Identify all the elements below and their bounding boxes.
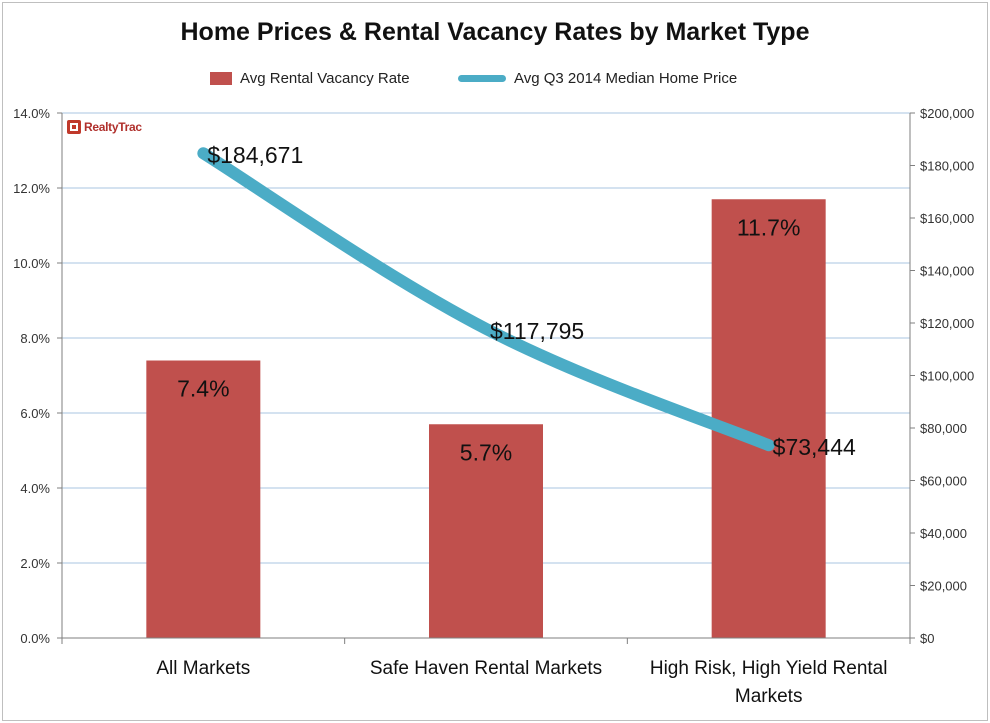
bar — [711, 199, 826, 638]
bar-series — [146, 199, 826, 638]
bar-data-label: 11.7% — [737, 214, 801, 240]
left-tick-label: 8.0% — [20, 331, 50, 346]
legend-label-vacancy: Avg Rental Vacancy Rate — [240, 70, 410, 87]
x-tick-label: Safe Haven Rental Markets — [370, 658, 602, 679]
realtytrac-logo: RealtyTrac — [67, 120, 142, 134]
right-tick-label: $80,000 — [920, 421, 967, 436]
right-tick-label: $20,000 — [920, 579, 967, 594]
line-point — [767, 444, 770, 447]
right-tick-label: $140,000 — [920, 264, 974, 279]
line-data-label: $73,444 — [773, 434, 856, 460]
left-tick-label: 12.0% — [13, 181, 50, 196]
right-tick-label: $60,000 — [920, 474, 967, 489]
line-series — [197, 147, 775, 452]
right-tick-label: $40,000 — [920, 526, 967, 541]
legend-swatch-line — [458, 75, 506, 82]
right-tick-label: $120,000 — [920, 316, 974, 331]
legend-item-vacancy: Avg Rental Vacancy Rate — [210, 70, 410, 87]
line-data-label: $184,671 — [207, 142, 303, 168]
line-data-label: $117,795 — [490, 318, 584, 344]
left-tick-label: 10.0% — [13, 256, 50, 271]
left-tick-label: 2.0% — [20, 556, 50, 571]
right-tick-label: $100,000 — [920, 369, 974, 384]
x-tick-label: High Risk, High Yield Rental Markets — [650, 658, 888, 707]
legend-swatch-bar — [210, 72, 232, 85]
right-tick-label: $160,000 — [920, 211, 974, 226]
chart-title: Home Prices & Rental Vacancy Rates by Ma… — [180, 18, 810, 46]
bar — [146, 360, 261, 638]
right-tick-label: $180,000 — [920, 159, 974, 174]
bar — [429, 424, 543, 638]
house-icon — [67, 120, 81, 134]
left-tick-label: 0.0% — [20, 631, 50, 646]
x-tick-label: All Markets — [156, 658, 250, 679]
line-point — [202, 152, 205, 155]
left-tick-label: 4.0% — [20, 481, 50, 496]
line-point — [485, 327, 487, 330]
data-labels: 7.4% 5.7% 11.7% $184,671 $117,795 $73,444 — [177, 142, 856, 465]
left-tick-label: 14.0% — [13, 106, 50, 121]
left-tick-label: 6.0% — [20, 406, 50, 421]
right-tick-label: $200,000 — [920, 106, 974, 121]
right-tick-label: $0 — [920, 631, 934, 646]
bar-data-label: 5.7% — [460, 439, 512, 465]
bar-data-label: 7.4% — [177, 376, 229, 402]
chart-legend: Avg Rental Vacancy Rate Avg Q3 2014 Medi… — [0, 70, 990, 92]
axes: 0.0% 2.0% 4.0% 6.0% 8.0% 10.0% 12.0% 14.0% $0 $20… — [13, 106, 974, 707]
logo-text: RealtyTrac — [84, 120, 142, 134]
legend-label-price: Avg Q3 2014 Median Home Price — [514, 70, 738, 87]
legend-item-price: Avg Q3 2014 Median Home Price — [458, 70, 737, 87]
price-line — [197, 147, 775, 452]
